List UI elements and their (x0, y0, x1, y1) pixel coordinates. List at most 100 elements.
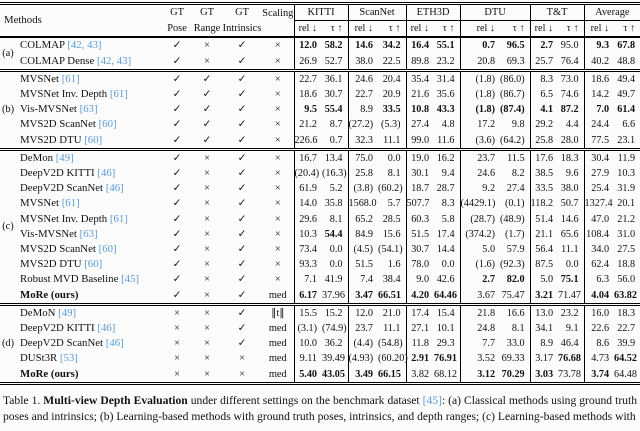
gt-range-mark: ✓ (202, 89, 212, 101)
cell-dtu-tau: (48.9) (500, 213, 525, 225)
cell-average-rel: 1327.4 (583, 196, 615, 212)
cell-kitti-rel: (20.4) (293, 166, 323, 182)
cell-kitti-rel: (3.1) (293, 321, 323, 337)
cell-average-rel: 7.0 (583, 102, 615, 118)
section-d: (d) DeMoN [49] × × ✓ ∥t∥ 15.5 15.2 12.0 21.0 17.4 1… (0, 304, 640, 384)
citation-link[interactable]: [60] (84, 258, 103, 271)
citation-link[interactable]: [61] (109, 88, 128, 101)
cell-t-and-t-rel: 8.9 (529, 336, 559, 352)
cell-t-and-t-tau: 50.7 (560, 198, 579, 210)
citation-link[interactable]: [46] (105, 337, 124, 350)
cell-scannet-rel: (4.5) (347, 242, 379, 258)
gt-pose-mark: ✓ (172, 183, 182, 195)
cell-scannet-tau: 11.1 (383, 323, 401, 335)
method-cell: MVS2D ScanNet [60] (16, 117, 162, 132)
cell-average-rel: 47.0 (583, 211, 615, 227)
cell-average-rel: 4.73 (583, 351, 615, 367)
cell-t-and-t-rel: 2.7 (529, 37, 559, 54)
cell-t-and-t-rel: 33.5 (529, 181, 559, 197)
method-name: MVS2D DTU (20, 258, 82, 271)
citation-link[interactable]: [45] (121, 273, 140, 286)
cell-average-rel: 8.6 (583, 336, 615, 352)
citation-link[interactable]: [46] (97, 322, 116, 335)
caption-citation-link[interactable]: [45] (422, 393, 442, 407)
cell-average-rel: 108.4 (583, 226, 615, 243)
cell-eth3d-rel: 18.7 (405, 181, 435, 197)
header-row-metrics: Pose Range Intrinsics rel ↓ τ ↑ rel ↓ τ ↑ rel ↓… (0, 20, 640, 38)
cell-t-and-t-rel: 25.7 (529, 53, 559, 71)
cell-eth3d-rel: 99.0 (405, 132, 435, 150)
table-row: (a) COLMAP [42, 43] ✓ × ✓ × 12.0 58.2 14.6 34.2 16… (0, 37, 640, 59)
citation-link[interactable]: [61] (61, 72, 80, 85)
cell-scannet-rel: 51.5 (347, 257, 379, 273)
table-row: (c) DeMon [49] ✓ × ✓ × 16.7 13.4 75.0 0.0 19.0 16.2… (0, 149, 640, 232)
gt-intrinsics-mark: ✓ (237, 183, 247, 195)
cell-average-rel: 14.2 (583, 87, 615, 103)
gt-pose-mark: ✓ (172, 73, 182, 85)
col-header-gt-range-sub: Range (193, 22, 221, 34)
scaling-value: × (274, 40, 281, 52)
col-header-t-and-t: T&T (529, 3, 585, 22)
citation-link[interactable]: [53] (59, 352, 78, 365)
cell-eth3d-tau: 17.4 (436, 228, 455, 240)
citation-link[interactable]: [42, 43] (67, 39, 102, 52)
col-header-methods: Methods (4, 14, 42, 27)
cell-dtu-rel: 9.2 (459, 181, 501, 197)
cell-average-tau: 18.3 (617, 307, 636, 319)
col-header-gt-range: GT (200, 7, 214, 19)
cell-average-rel: 18.6 (583, 70, 615, 88)
cell-average-tau: 31.0 (617, 228, 636, 240)
table-row: DeepV2D KITTI [46] × × ✓ med (3.1) (74.9) 23.7 1… (0, 321, 640, 337)
col-header-dtu: DTU (459, 3, 531, 22)
cell-dtu-tau: 69.3 (506, 55, 525, 67)
cell-kitti-tau: 37.96 (322, 289, 345, 301)
citation-link[interactable]: [61] (61, 197, 80, 210)
cell-kitti-tau: 8.1 (329, 213, 343, 225)
citation-link[interactable]: [49] (58, 306, 77, 319)
citation-link[interactable]: [60] (98, 118, 117, 131)
citation-link[interactable]: [46] (105, 182, 124, 195)
cell-dtu-tau: (1.7) (505, 228, 525, 240)
scaling-value: med (268, 353, 287, 365)
citation-link[interactable]: [60] (84, 133, 103, 146)
cell-dtu-tau: 9.8 (511, 119, 525, 131)
gt-pose-mark: ✓ (172, 198, 182, 210)
cell-scannet-rel: 12.0 (347, 304, 379, 322)
col-header-dtu-tau: τ ↑ (512, 23, 525, 35)
cell-average-tau: 6.6 (622, 119, 636, 131)
cell-kitti-tau: 0.0 (329, 244, 343, 256)
cell-t-and-t-tau: 76.4 (560, 55, 579, 67)
gt-intrinsics-mark: ✓ (237, 104, 247, 116)
method-name: DeepV2D KITTI (20, 167, 95, 180)
citation-link[interactable]: [63] (79, 103, 98, 116)
method-name: MoRe (ours) (20, 367, 79, 380)
col-header-average-rel: rel ↓ (583, 20, 615, 38)
gt-range-mark: × (204, 168, 210, 180)
col-header-dtu-rel: rel ↓ (459, 20, 501, 38)
cell-eth3d-rel: 17.4 (405, 304, 435, 322)
cell-t-and-t-rel: 29.2 (529, 117, 559, 133)
cell-scannet-tau: 28.5 (382, 213, 401, 225)
citation-link[interactable]: [63] (79, 227, 98, 240)
col-header-kitti-rel: rel ↓ (293, 20, 323, 38)
scaling-value: × (274, 274, 281, 286)
scaling-value: × (274, 259, 281, 271)
cell-average-rel: 4.04 (583, 287, 615, 305)
scaling-value: × (274, 73, 281, 85)
cell-dtu-rel: 3.12 (459, 366, 501, 384)
table-row: (b) MVSNet [61] ✓ ✓ ✓ × 22.7 36.1 24.6 20.4 35.4 31… (0, 70, 640, 115)
citation-link[interactable]: [46] (97, 167, 116, 180)
cell-average-tau: 67.8 (617, 40, 636, 52)
cell-kitti-tau: 39.49 (322, 353, 345, 365)
cell-average-rel: 34.0 (583, 242, 615, 258)
cell-dtu-rel: 5.0 (459, 242, 501, 258)
citation-link[interactable]: [61] (109, 212, 128, 225)
cell-t-and-t-tau: 9.1 (565, 323, 579, 335)
citation-link[interactable]: [42, 43] (96, 54, 132, 67)
cell-average-rel: 25.4 (583, 181, 615, 197)
method-cell: MVSNet [61] (16, 196, 162, 211)
citation-link[interactable]: [60] (98, 243, 117, 256)
citation-link[interactable]: [49] (55, 151, 74, 164)
method-name: MVS2D ScanNet (20, 243, 96, 256)
method-name: Robust MVD Baseline (20, 273, 119, 286)
